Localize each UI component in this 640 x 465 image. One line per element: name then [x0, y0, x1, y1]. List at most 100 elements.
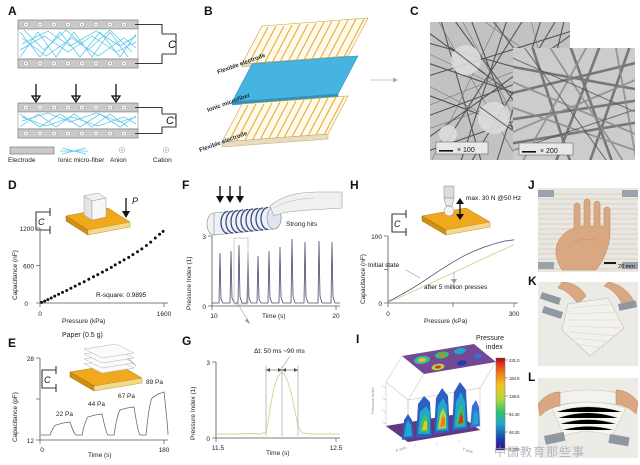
- ion-row-top-pressed: [23, 104, 127, 111]
- svg-text:0: 0: [40, 447, 44, 454]
- svg-text:3: 3: [206, 360, 210, 367]
- panel-e-label: E: [8, 336, 17, 350]
- svg-text:3: 3: [202, 234, 206, 241]
- panel-h-leader-initial: [405, 269, 421, 279]
- layer-ionic-microfiber: [231, 55, 359, 106]
- paper-stack: [83, 343, 135, 374]
- colorbar-tick-3: 92.40: [509, 412, 520, 417]
- panel-l-label: L: [528, 370, 536, 384]
- panel-i-colorbar: 231.0 184.8 138.6 92.40 46.20 0.000: [495, 357, 520, 452]
- panel-f-label: F: [182, 178, 190, 192]
- panel-e-plot: C 12 28 0 180 22 Pa 44 Pa 67 Pa 89 Pa: [27, 343, 170, 454]
- panel-f-axes: 0 3 10 20: [202, 234, 340, 320]
- panel-d-xlabel: Pressure (kPa): [62, 318, 106, 325]
- ion-row-bottom-pressed: [23, 130, 127, 137]
- legend-label-anion: Anion: [110, 157, 127, 164]
- panel-g-xlabel: Time (s): [266, 450, 290, 457]
- panel-f-ylabel: Pressure Index (1): [186, 256, 193, 310]
- panel-e-title: Paper (0.5 g): [62, 332, 103, 339]
- panel-b-label: B: [204, 4, 213, 18]
- svg-text:600: 600: [23, 264, 34, 271]
- panel-f-trace: [212, 238, 340, 304]
- panel-e-xlabel: Time (s): [88, 452, 112, 459]
- electrode-swatch: [9, 146, 55, 155]
- photo-flexible-sensor-bend: [538, 282, 638, 366]
- colorbar-tick-4: 46.20: [509, 430, 520, 435]
- panel-d: D C P 0 600: [0, 178, 178, 330]
- svg-text:0: 0: [24, 301, 28, 308]
- capacitance-symbol-d: C: [38, 217, 45, 227]
- svg-text:1600: 1600: [157, 311, 172, 318]
- svg-text:11.5: 11.5: [212, 445, 225, 452]
- panel-f-plot: Strong hits 0 3 10 20: [202, 186, 343, 325]
- panel-d-axes: 0 600 1200 0 1600: [20, 226, 172, 318]
- panel-e-step-label-2: 44 Pa: [88, 401, 105, 408]
- panel-f-selection-box: [233, 237, 249, 305]
- svg-text:0: 0: [386, 311, 390, 318]
- panel-h-label-initial: Initial state: [368, 262, 400, 269]
- svg-text:100: 100: [371, 234, 382, 241]
- panel-a: A: [0, 0, 200, 178]
- panel-d-rsquare: R-square: 0.9895: [96, 292, 147, 299]
- sem-image-x200: × 200: [513, 48, 635, 160]
- colorbar-tick-2: 138.6: [509, 394, 520, 399]
- panel-h-curve-initial: [387, 239, 515, 303]
- photo-hand-on-sensor: [538, 188, 638, 272]
- surface-peaks: [402, 382, 480, 440]
- panel-g-annotation: Δt: 50 ms ~90 ms: [254, 348, 305, 355]
- svg-text:12.5: 12.5: [330, 445, 343, 452]
- panel-e-ylabel: Capacitance (pF): [12, 392, 19, 442]
- svg-text:× 100: × 100: [457, 147, 475, 154]
- panel-h-curve-aged: [387, 244, 515, 303]
- capacitance-symbol-h: C: [394, 219, 401, 229]
- panel-e-step-label-3: 67 Pa: [118, 393, 135, 400]
- svg-text:0: 0: [38, 311, 42, 318]
- device-icon-h: C: [391, 185, 491, 236]
- panel-g-trace: [216, 371, 340, 435]
- svg-text:300: 300: [509, 311, 520, 318]
- panel-g-plot: 0 3 11.5 12.5: [206, 355, 343, 452]
- svg-text:1200: 1200: [20, 226, 35, 233]
- panel-j-scale-bar: 20 mm: [618, 264, 635, 270]
- colorbar-tick-5: 0.000: [509, 447, 520, 452]
- panel-g-ylabel: Pressure Index (1): [190, 386, 197, 440]
- panel-i-label: I: [356, 332, 360, 346]
- panel-i-ylabel: Y axis: [462, 446, 474, 454]
- svg-text:20: 20: [332, 313, 340, 320]
- panel-g-label: G: [182, 334, 192, 348]
- arrow-to-panel-c: [393, 77, 398, 83]
- svg-text:0: 0: [202, 304, 206, 311]
- legend-label-fiber: Ionic micro-fiber: [58, 157, 105, 164]
- panel-h-plot: C 0 100 0 300: [371, 185, 520, 318]
- panel-a-schematic: C: [9, 19, 177, 155]
- panel-i: I: [346, 330, 526, 465]
- panel-h-axes: 0 100 0 300: [371, 234, 520, 318]
- panel-f-xlabel: Time (s): [262, 313, 286, 320]
- legend-label-electrode: Electrode: [8, 157, 36, 164]
- panel-h: H C 0: [346, 178, 526, 330]
- panel-c: C: [405, 0, 640, 178]
- panel-i-legend-title-line1: Pressure: [476, 335, 505, 342]
- capacitance-symbol-bottom: C': [166, 115, 177, 127]
- panel-g: G 0 3 11.5 12.5 Δt: 5: [178, 330, 346, 465]
- capacitance-symbol-top: C: [168, 39, 176, 51]
- device-icon-d: C P: [35, 192, 138, 236]
- capacitance-symbol-e: C: [44, 375, 51, 385]
- svg-text:180: 180: [159, 447, 170, 454]
- top-contour-plane: [402, 344, 496, 374]
- pressure-arrows: [30, 84, 122, 104]
- panel-h-ylabel: Capacitance (nF): [360, 254, 367, 304]
- panel-e-step-label-4: 89 Pa: [146, 379, 163, 386]
- legend-label-cation: Cation: [153, 157, 172, 164]
- panel-b: B: [199, 0, 405, 178]
- svg-text:0: 0: [206, 436, 210, 443]
- panel-j-label: J: [528, 178, 535, 192]
- panel-g-delta-markers: [265, 366, 299, 436]
- panel-d-ylabel: Capacitance (nF): [12, 250, 19, 300]
- panel-k-label: K: [528, 274, 537, 288]
- flick-icon-f: [206, 186, 343, 236]
- panel-e-trace: [41, 391, 169, 436]
- panel-j: J: [526, 178, 640, 274]
- svg-text:28: 28: [27, 356, 35, 363]
- panel-i-legend-title-line2: index: [486, 344, 503, 351]
